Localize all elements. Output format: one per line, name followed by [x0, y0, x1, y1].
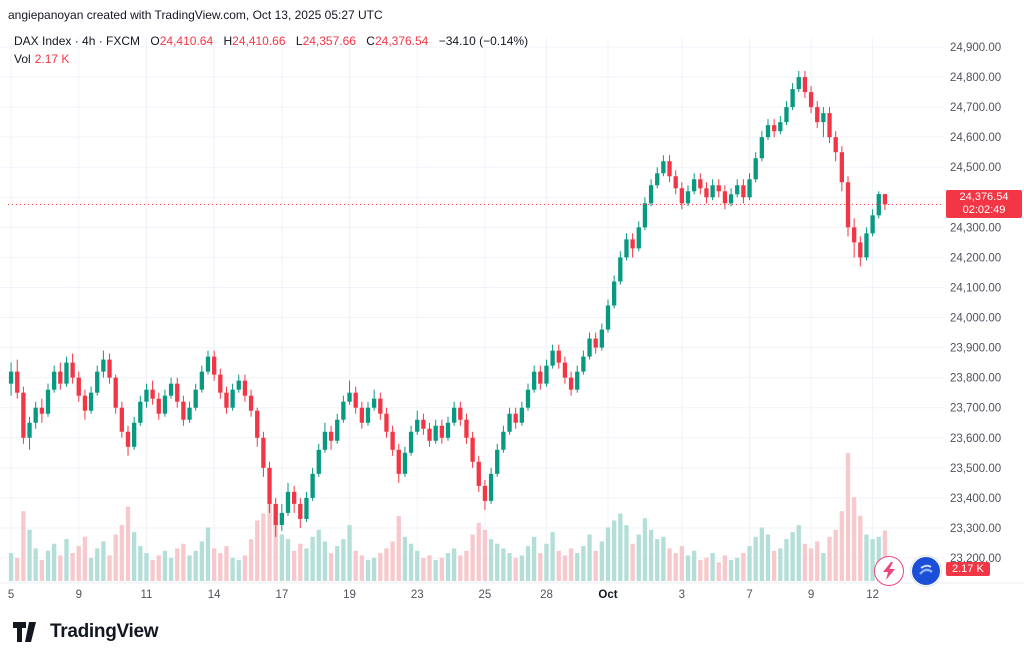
svg-text:23,900.00: 23,900.00: [950, 343, 1001, 355]
svg-text:14: 14: [208, 589, 221, 601]
svg-text:24,700.00: 24,700.00: [950, 102, 1001, 114]
time-axis[interactable]: 5 9 11 14 17 19 23 25 28 Oct 3 7 9 12: [8, 589, 879, 601]
svg-text:19: 19: [343, 589, 356, 601]
avatar-button[interactable]: [911, 556, 941, 586]
volume-bars: [8, 453, 888, 581]
svg-text:23,500.00: 23,500.00: [950, 463, 1001, 475]
lightning-icon: [883, 562, 895, 580]
svg-text:24,500.00: 24,500.00: [950, 162, 1001, 174]
svg-text:24,200.00: 24,200.00: [950, 252, 1001, 264]
svg-text:25: 25: [479, 589, 492, 601]
svg-text:23,800.00: 23,800.00: [950, 373, 1001, 385]
price-badge-price: 24,376.54: [959, 191, 1009, 204]
svg-text:5: 5: [8, 589, 14, 601]
attribution-text: angiepanoyan created with TradingView.co…: [8, 8, 383, 22]
svg-text:23,300.00: 23,300.00: [950, 523, 1001, 535]
avatar-icon: [917, 562, 935, 580]
price-axis[interactable]: 23,200.0023,300.0023,400.0023,500.0023,6…: [950, 42, 1001, 565]
boost-button[interactable]: [874, 556, 904, 586]
price-badge-countdown: 02:02:49: [962, 204, 1006, 217]
svg-text:28: 28: [540, 589, 553, 601]
svg-text:Oct: Oct: [598, 589, 617, 601]
candlestick-chart[interactable]: 23,200.0023,300.0023,400.0023,500.0023,6…: [0, 0, 1024, 610]
change-value: −34.10 (−0.14%): [438, 34, 529, 48]
svg-text:9: 9: [808, 589, 814, 601]
open-value: 24,410.64: [159, 34, 214, 48]
symbol-title[interactable]: DAX Index · 4h · FXCM: [14, 34, 141, 48]
low-label: L: [295, 34, 303, 48]
svg-text:23,400.00: 23,400.00: [950, 493, 1001, 505]
close-label: C: [366, 34, 375, 48]
svg-text:23,700.00: 23,700.00: [950, 403, 1001, 415]
svg-text:9: 9: [76, 589, 82, 601]
volume-value: 2.17 K: [34, 52, 70, 66]
svg-text:7: 7: [746, 589, 752, 601]
svg-text:24,900.00: 24,900.00: [950, 42, 1001, 54]
tradingview-logo[interactable]: TradingView: [12, 620, 159, 644]
svg-text:12: 12: [866, 589, 879, 601]
volume-badge: 2.17 K: [946, 562, 990, 576]
tradingview-logo-icon: [13, 622, 36, 642]
svg-text:24,600.00: 24,600.00: [950, 132, 1001, 144]
tradingview-wordmark: TradingView: [50, 621, 159, 642]
svg-text:24,000.00: 24,000.00: [950, 313, 1001, 325]
close-value: 24,376.54: [374, 34, 429, 48]
svg-text:23: 23: [411, 589, 424, 601]
svg-text:23,600.00: 23,600.00: [950, 433, 1001, 445]
svg-text:24,100.00: 24,100.00: [950, 282, 1001, 294]
high-value: 24,410.66: [232, 34, 286, 48]
volume-legend[interactable]: Vol 2.17 K: [14, 52, 69, 66]
volume-label: Vol: [14, 52, 31, 66]
svg-text:3: 3: [679, 589, 685, 601]
svg-text:11: 11: [140, 589, 152, 601]
svg-text:17: 17: [275, 589, 288, 601]
svg-text:24,800.00: 24,800.00: [950, 72, 1001, 84]
grid: [0, 38, 1024, 584]
candles: [8, 71, 888, 537]
price-badge: 24,376.54 02:02:49: [946, 190, 1022, 219]
high-label: H: [223, 34, 233, 48]
open-label: O: [150, 34, 160, 48]
svg-text:24,300.00: 24,300.00: [950, 222, 1001, 234]
symbol-legend[interactable]: DAX Index · 4h · FXCM O24,410.64 H24,410…: [14, 34, 528, 48]
low-value: 24,357.66: [302, 34, 356, 48]
